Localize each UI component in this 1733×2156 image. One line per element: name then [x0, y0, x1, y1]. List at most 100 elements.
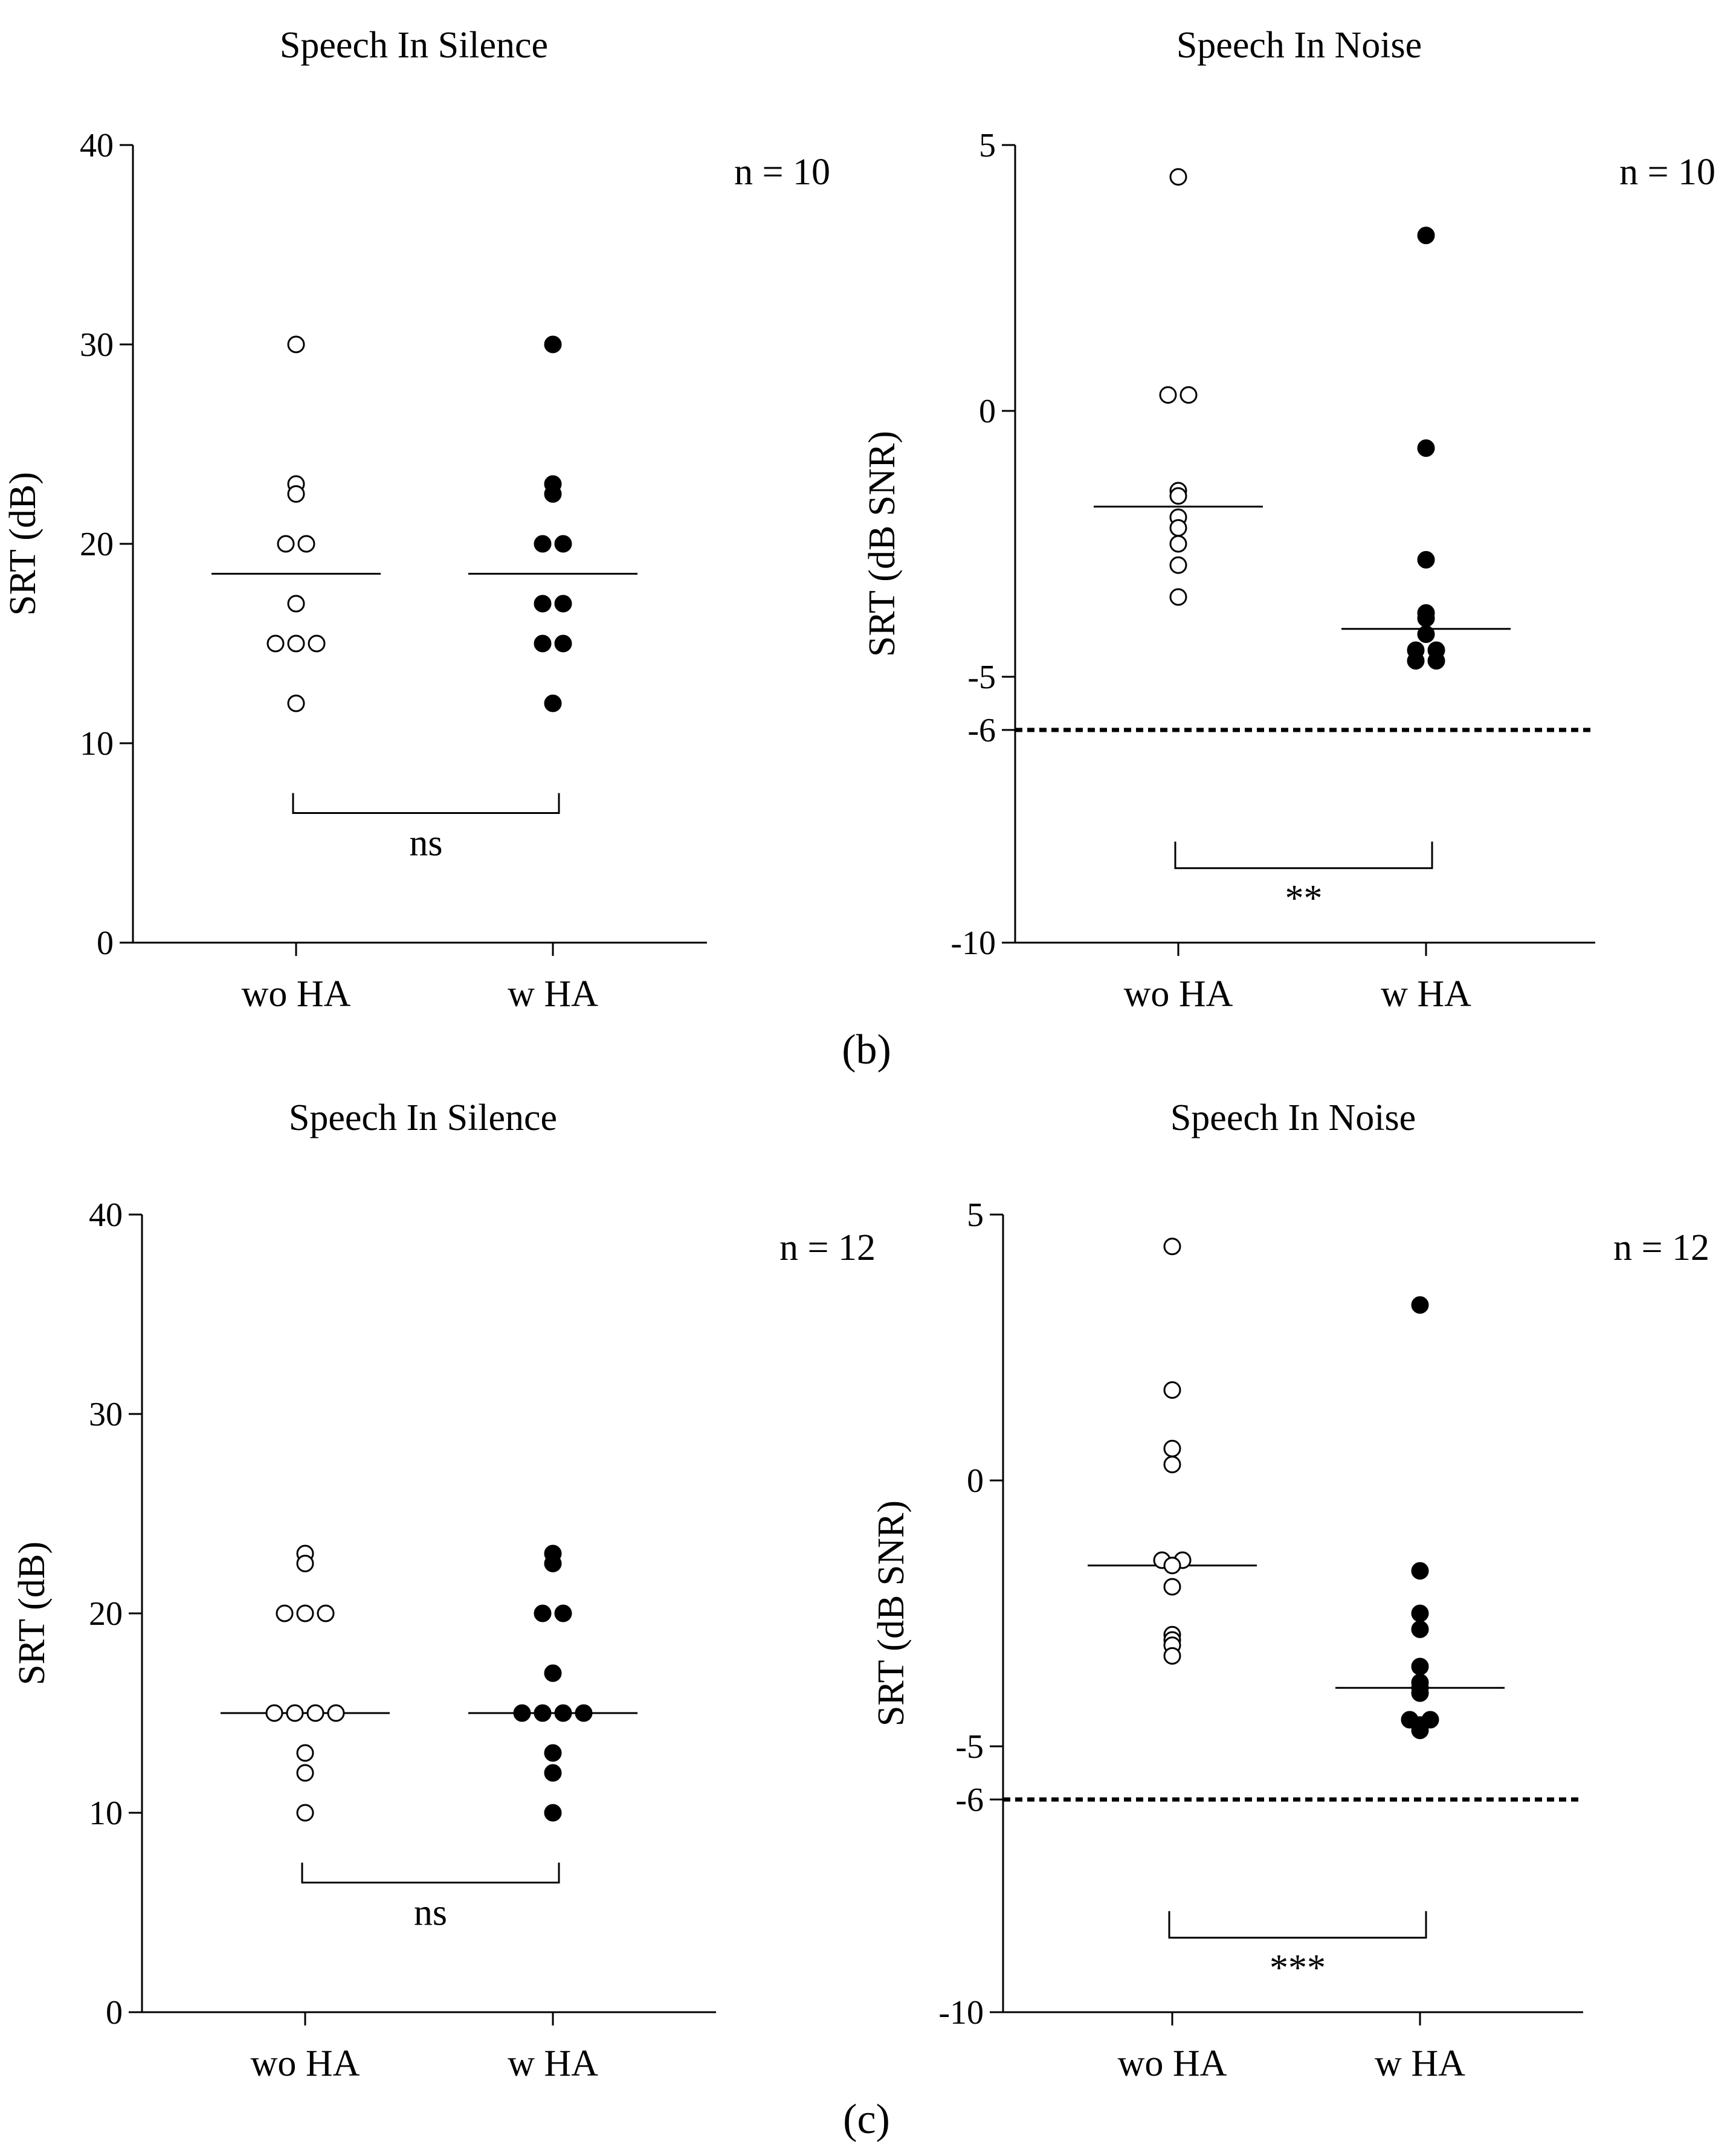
significance-label: ns — [409, 823, 442, 864]
data-point — [1417, 550, 1435, 569]
chart-title: Speech In Noise — [1176, 25, 1422, 66]
data-point — [1417, 625, 1435, 644]
y-axis-label: SRT (dB) — [11, 1541, 53, 1685]
significance-label: *** — [1270, 1948, 1326, 1989]
data-point — [544, 1804, 562, 1822]
data-point — [296, 1744, 314, 1762]
significance-bracket — [292, 793, 560, 814]
data-point — [287, 595, 305, 613]
n-label: n = 12 — [1613, 1227, 1709, 1268]
significance-label: ** — [1285, 878, 1323, 919]
data-point — [296, 1555, 314, 1572]
data-point — [544, 1764, 562, 1782]
data-point — [513, 1704, 531, 1722]
y-tick-label: 5 — [967, 1196, 984, 1234]
chart-title: Speech In Silence — [280, 25, 548, 66]
data-point — [554, 595, 572, 613]
chart-1-plot: -10 -6 -5 0 5 SRT (dB SNR) wo HA w HA ** — [862, 127, 1595, 1015]
chart-title: Speech In Noise — [1170, 1097, 1416, 1138]
data-point — [277, 535, 295, 553]
x-tick-label: wo HA — [1124, 973, 1233, 1015]
data-point — [308, 634, 326, 653]
chart-c-noise: Speech In Noise n = 12 — [1170, 1097, 1709, 1268]
chart-title: Speech In Silence — [289, 1097, 557, 1138]
n-label: n = 12 — [779, 1227, 876, 1268]
data-point — [554, 1704, 572, 1722]
data-point — [1417, 439, 1435, 457]
data-point — [544, 1664, 562, 1682]
data-point — [287, 485, 305, 503]
data-point — [297, 535, 315, 553]
data-point — [1163, 1578, 1181, 1596]
n-label: n = 10 — [1619, 152, 1715, 193]
data-point — [1169, 556, 1187, 574]
panel-label-b: (b) — [842, 1027, 891, 1073]
chart-c-silence: Speech In Silence n = 12 — [289, 1097, 876, 1268]
data-point — [1163, 1647, 1181, 1665]
y-tick-label: 10 — [80, 725, 114, 763]
data-point — [276, 1604, 294, 1622]
data-point — [296, 1604, 314, 1622]
x-tick-label: wo HA — [1118, 2043, 1227, 2084]
data-point — [544, 1744, 562, 1762]
data-point — [306, 1704, 324, 1722]
chart-0-plot: 0 10 20 30 40 SRT (dB) wo HA w HA ns — [2, 127, 707, 1015]
data-point — [287, 335, 305, 353]
x-tick-label: wo HA — [242, 973, 351, 1015]
data-point — [1417, 609, 1435, 627]
data-point — [296, 1804, 314, 1822]
data-point — [265, 1704, 283, 1722]
x-tick-label: w HA — [1375, 2043, 1465, 2084]
chart-b-noise: Speech In Noise n = 10 — [1176, 25, 1715, 193]
data-point — [286, 1704, 304, 1722]
chart-3-plot: -10 -6 -5 0 5 SRT (dB SNR) wo HA w HA *** — [871, 1196, 1583, 2084]
data-point — [1163, 1238, 1181, 1256]
y-tick-label: 40 — [80, 127, 114, 164]
data-point — [1411, 1657, 1429, 1676]
data-point — [1163, 1439, 1181, 1457]
x-tick-label: wo HA — [251, 2043, 360, 2084]
data-point — [554, 535, 572, 553]
y-tick-label: 0 — [979, 393, 996, 430]
significance-bracket — [1174, 841, 1433, 870]
data-point — [1169, 535, 1187, 553]
data-point — [534, 634, 552, 653]
y-tick-label: 0 — [967, 1462, 984, 1500]
data-point — [534, 1604, 552, 1622]
data-point — [1163, 1381, 1181, 1399]
significance-label: ns — [414, 1893, 447, 1934]
data-point — [1411, 1620, 1429, 1638]
data-point — [544, 335, 562, 353]
y-tick-label: -10 — [950, 925, 996, 962]
data-point — [1411, 1562, 1429, 1580]
data-point — [1163, 1557, 1181, 1575]
x-tick-label: w HA — [508, 2043, 598, 2084]
data-point — [534, 595, 552, 613]
x-tick-label: w HA — [1381, 973, 1471, 1015]
y-tick-label: 0 — [97, 925, 114, 962]
data-point — [296, 1764, 314, 1782]
significance-bracket — [301, 1862, 560, 1883]
data-point — [1180, 386, 1198, 404]
data-point — [1159, 386, 1177, 404]
y-tick-label: 30 — [80, 326, 114, 364]
chart-b-silence: Speech In Silence n = 10 — [280, 25, 830, 193]
y-tick-label: 5 — [979, 127, 996, 164]
data-point — [1411, 1722, 1429, 1740]
y-tick-label: -6 — [955, 1781, 984, 1819]
y-tick-label: -10 — [938, 1994, 984, 2032]
data-point — [534, 1704, 552, 1722]
data-point — [554, 1604, 572, 1622]
y-tick-label: -6 — [967, 712, 996, 749]
data-point — [1417, 227, 1435, 245]
data-point — [1411, 1296, 1429, 1314]
data-point — [287, 634, 305, 653]
chart-2-plot: 0 10 20 30 40 SRT (dB) wo HA w HA ns — [11, 1196, 716, 2084]
y-tick-label: 20 — [80, 526, 114, 563]
data-point — [544, 485, 562, 503]
data-point — [1163, 1456, 1181, 1474]
x-tick-label: w HA — [508, 973, 598, 1015]
data-point — [1411, 1684, 1429, 1702]
y-axis-label: SRT (dB SNR) — [862, 431, 903, 657]
